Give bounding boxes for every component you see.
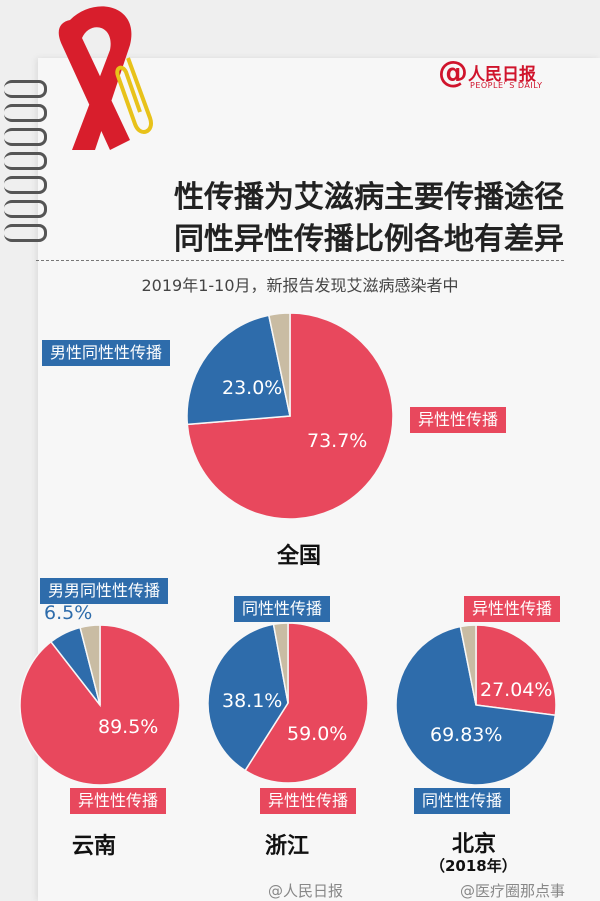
- value-beijing-hetero: 27.04%: [480, 679, 553, 701]
- pie-1-slice-other: [79, 624, 101, 706]
- divider: [36, 260, 564, 261]
- label-zhejiang-homo: 同性性传播: [234, 596, 331, 622]
- paperclip-icon: [115, 57, 153, 134]
- pie-0-slice-other: [267, 312, 291, 417]
- label-national-homo: 男性同性性传播: [42, 340, 171, 366]
- pie-0-slice-homo: [186, 314, 291, 426]
- pie-3-slice-other: [459, 624, 477, 706]
- logo-cn: 人民日报: [468, 65, 536, 85]
- value-zhejiang-hetero: 59.0%: [287, 723, 348, 745]
- subtitle: 2019年1-10月，新报告发现艾滋病感染者中: [141, 276, 459, 295]
- value-beijing-homo: 69.83%: [430, 724, 503, 746]
- value-yunnan-homo: 6.5%: [44, 602, 93, 624]
- value-national-hetero: 73.7%: [307, 430, 368, 452]
- label-zhejiang-hetero: 异性性传播: [260, 788, 357, 814]
- region-beijing-note: （2018年）: [430, 857, 517, 875]
- pie-2-slice-other: [272, 622, 289, 704]
- title-line-1: 性传播为艾滋病主要传播途径: [174, 180, 564, 215]
- label-yunnan-hetero: 异性性传播: [70, 788, 167, 814]
- region-zhejiang: 浙江: [265, 834, 310, 859]
- pie-2-slice-hetero: [244, 622, 369, 784]
- label-national-hetero: 异性性传播: [410, 407, 507, 433]
- logo-en: PEOPLE' S DAILY: [470, 81, 543, 90]
- value-yunnan-hetero: 89.5%: [98, 716, 159, 738]
- watermark-left: @人民日报: [268, 882, 344, 900]
- label-beijing-hetero: 异性性传播: [464, 596, 561, 622]
- region-yunnan: 云南: [72, 834, 117, 859]
- pie-2-slice-homo: [207, 623, 289, 772]
- title-line-2: 同性异性传播比例各地有差异: [174, 222, 564, 257]
- value-zhejiang-homo: 38.1%: [222, 690, 283, 712]
- region-beijing: 北京: [452, 832, 497, 857]
- pie-3-slice-hetero: [475, 624, 557, 717]
- label-yunnan-homo: 男男同性性传播: [40, 578, 169, 604]
- red-ribbon-icon: [58, 6, 132, 151]
- watermark-right: @医疗圈那点事: [460, 882, 566, 900]
- pie-3-slice-homo: [395, 625, 557, 786]
- value-national-homo: 23.0%: [222, 377, 283, 399]
- label-beijing-homo: 同性性传播: [414, 788, 511, 814]
- at-icon: @: [438, 55, 468, 90]
- region-national: 全国: [277, 544, 322, 569]
